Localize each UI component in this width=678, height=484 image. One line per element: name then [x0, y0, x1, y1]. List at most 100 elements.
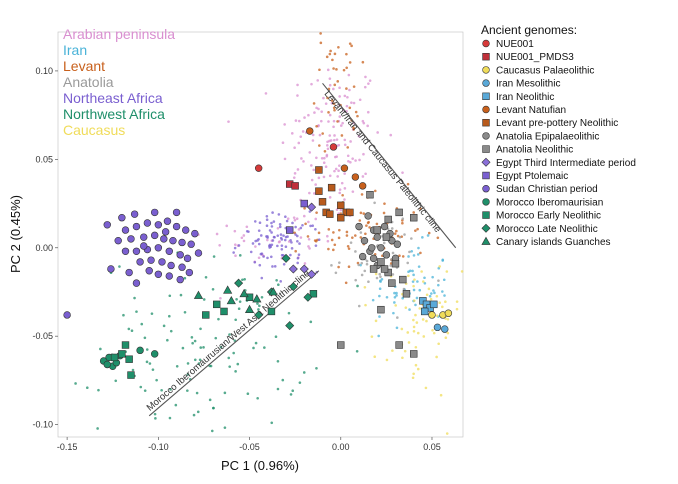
background-point-northwest-africa — [274, 335, 278, 338]
background-point-anatolia — [391, 273, 395, 276]
background-point-northwest-africa — [260, 295, 264, 299]
point-sudan-christian-period — [158, 258, 166, 266]
background-point-northwest-africa — [256, 396, 259, 400]
background-point-anatolia — [403, 233, 406, 236]
point-anatolia-neolithic — [337, 341, 345, 349]
point-anatolia-neolithic — [377, 258, 385, 266]
background-point-northeast-africa — [311, 224, 314, 227]
background-point-northwest-africa — [211, 287, 215, 291]
region-label-caucasus: Caucasus — [63, 122, 125, 138]
background-point-levant — [406, 182, 410, 186]
background-point-levant — [365, 224, 368, 227]
background-point-northeast-africa — [277, 213, 281, 216]
background-point-arabian-peninsula — [347, 160, 350, 163]
point-morocco-late-neolithic — [303, 292, 313, 302]
point-anatolia-epipalaeolithic — [393, 240, 402, 248]
background-point-iran — [417, 265, 421, 268]
x-tick-label: -0.05 — [239, 442, 260, 452]
background-point-arabian-peninsula — [314, 217, 318, 221]
background-point-iran — [412, 254, 416, 257]
background-point-levant — [345, 66, 348, 70]
background-point-anatolia — [382, 241, 386, 245]
point-morocco-iberomaurisian — [136, 346, 144, 355]
background-point-caucasus — [429, 297, 433, 301]
legend-marker-nue001-pmds3 — [482, 52, 490, 61]
background-point-northwest-africa — [181, 346, 185, 350]
legend-marker-caucasus-palaeolithic — [482, 66, 490, 74]
background-point-northeast-africa — [265, 214, 269, 218]
background-point-northeast-africa — [269, 255, 273, 259]
background-point-arabian-peninsula — [337, 169, 340, 173]
point-anatolia-neolithic — [395, 208, 403, 217]
point-anatolia-neolithic — [410, 350, 418, 358]
background-point-northwest-africa — [175, 364, 179, 368]
background-point-arabian-peninsula — [335, 138, 339, 141]
background-point-arabian-peninsula — [328, 134, 332, 137]
point-sudan-christian-period — [132, 279, 141, 287]
legend-marker-egypt-ptolemaic — [482, 171, 490, 180]
background-point-northwest-africa — [223, 426, 227, 429]
background-point-northwest-africa — [195, 391, 199, 395]
background-point-northwest-africa — [148, 362, 152, 365]
background-point-northwest-africa — [151, 368, 155, 371]
point-iran-neolithic — [420, 307, 429, 316]
point-morocco-late-neolithic — [288, 282, 298, 292]
ancient-genomes-legend: NUE001 NUE001_PMDS3 Caucasus Palaeolithic I… — [481, 39, 636, 248]
background-point-northwest-africa — [183, 310, 187, 314]
legend-marker-morocco-early-neolithic — [482, 211, 490, 219]
background-point-iran — [433, 291, 436, 295]
legend-marker-iran-mesolithic — [482, 79, 490, 87]
background-point-northeast-africa — [284, 215, 287, 219]
background-point-arabian-peninsula — [314, 183, 317, 186]
legend-label-iran-mesolithic: Iran Mesolithic — [496, 79, 560, 90]
background-point-anatolia — [354, 278, 357, 282]
point-anatolia-neolithic — [377, 305, 385, 314]
ancient-genome-points — [63, 127, 453, 379]
background-point-levant — [419, 251, 422, 255]
background-point-arabian-peninsula — [311, 133, 315, 137]
point-sudan-christian-period — [150, 208, 159, 217]
background-point-northeast-africa — [299, 226, 303, 230]
background-point-northwest-africa — [193, 358, 197, 362]
background-point-arabian-peninsula — [319, 119, 323, 123]
background-point-levant — [382, 211, 386, 215]
point-sudan-christian-period — [121, 226, 130, 234]
background-point-anatolia — [410, 237, 413, 240]
background-point-iran — [371, 298, 375, 302]
background-point-northeast-africa — [260, 276, 264, 280]
background-point-levant — [345, 230, 349, 234]
background-point-arabian-peninsula — [343, 172, 346, 175]
background-point-levant — [354, 110, 358, 114]
legend-marker-egypt-third-intermediate-period — [481, 157, 491, 167]
background-point-iran — [441, 259, 445, 262]
point-canary-islands-guanches — [226, 295, 236, 305]
background-point-northwest-africa — [154, 417, 157, 420]
background-point-levant — [327, 247, 330, 251]
background-point-iran — [412, 273, 415, 277]
background-point-arabian-peninsula — [322, 175, 326, 179]
point-morocco-late-neolithic — [234, 278, 244, 288]
background-point-iran — [414, 303, 417, 307]
background-point-levant — [346, 244, 350, 248]
background-point-levant — [351, 236, 354, 239]
background-point-northwest-africa — [127, 327, 131, 331]
background-point-anatolia — [359, 231, 363, 234]
background-point-northwest-africa — [197, 362, 201, 365]
background-point-levant — [401, 255, 405, 258]
background-point-arabian-peninsula — [358, 98, 362, 102]
legend-label-sudan-christian-period: Sudan Christian period — [496, 184, 598, 195]
y-tick-label: -0.10 — [32, 420, 53, 430]
background-point-caucasus — [422, 335, 426, 338]
background-point-levant — [348, 42, 352, 45]
point-levant-natufian — [340, 164, 349, 172]
background-point-northwest-africa — [202, 346, 205, 349]
background-point-northeast-africa — [284, 235, 288, 239]
background-point-arabian-peninsula — [257, 256, 261, 260]
background-point-levant — [347, 265, 351, 269]
background-point-levant — [354, 234, 357, 237]
point-anatolia-epipalaeolithic — [358, 252, 367, 261]
background-point-arabian-peninsula — [341, 121, 344, 125]
background-point-northeast-africa — [254, 239, 257, 243]
background-point-caucasus — [413, 278, 416, 281]
background-point-arabian-peninsula — [292, 216, 296, 219]
